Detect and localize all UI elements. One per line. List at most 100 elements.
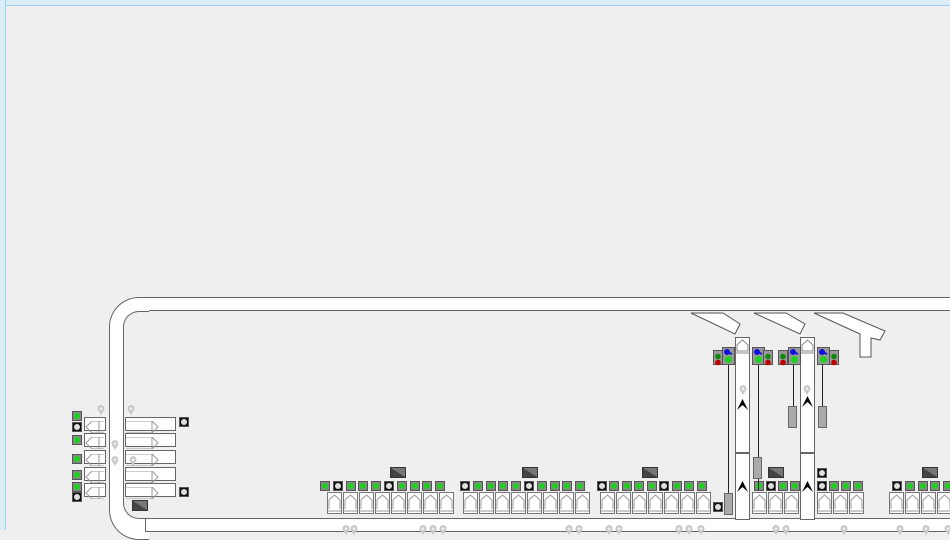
signal-lamp-icon[interactable] [473, 481, 483, 491]
track-section-tile[interactable] [752, 492, 767, 514]
left-arrow-box[interactable] [84, 417, 106, 434]
signal-head[interactable] [788, 347, 801, 365]
signal-lamp-icon[interactable] [853, 481, 863, 491]
vertical-track-1[interactable] [735, 337, 750, 520]
signal-lamp-icon[interactable] [320, 481, 330, 491]
vertical-track-2[interactable] [800, 337, 815, 520]
signal-lamp-icon[interactable] [892, 481, 902, 491]
signal-lamp-icon[interactable] [697, 481, 707, 491]
signal-lamp-icon[interactable] [905, 481, 915, 491]
signal-lamp-icon[interactable] [647, 481, 657, 491]
signal-lamp-icon[interactable] [766, 481, 776, 491]
signal-head[interactable] [829, 350, 839, 366]
track-section-tile[interactable] [559, 492, 574, 514]
track-section-tile[interactable] [889, 492, 904, 514]
track-left[interactable] [109, 330, 124, 510]
signal-lamp-icon[interactable] [609, 481, 619, 491]
signal-lamp-icon[interactable] [333, 481, 343, 491]
track-section-tile[interactable] [327, 492, 342, 514]
track-section-tile[interactable] [423, 492, 438, 514]
track-section-tile[interactable] [463, 492, 478, 514]
track-section-tile[interactable] [849, 492, 864, 514]
signal-lamp-icon[interactable] [179, 487, 189, 497]
signal-lamp-icon[interactable] [524, 481, 534, 491]
signal-lamp-icon[interactable] [422, 481, 432, 491]
left-arrow-box[interactable] [84, 467, 106, 484]
right-arrow-box[interactable] [125, 417, 176, 434]
signal-lamp-icon[interactable] [346, 481, 356, 491]
track-section-tile[interactable] [833, 492, 848, 514]
right-arrow-box[interactable] [125, 483, 176, 500]
signal-lamp-icon[interactable] [817, 481, 827, 491]
signal-lamp-icon[interactable] [72, 422, 82, 432]
signal-lamp-icon[interactable] [778, 481, 788, 491]
track-section-tile[interactable] [616, 492, 631, 514]
track-section-tile[interactable] [543, 492, 558, 514]
track-section-tile[interactable] [937, 492, 950, 514]
track-end-arrow[interactable] [800, 337, 815, 357]
signal-base-bar[interactable] [724, 493, 733, 515]
signal-head[interactable] [722, 347, 735, 365]
signal-lamp-icon[interactable] [410, 481, 420, 491]
signal-lamp-icon[interactable] [672, 481, 682, 491]
track-section-tile[interactable] [511, 492, 526, 514]
track-section-tile[interactable] [527, 492, 542, 514]
track-section-tile[interactable] [407, 492, 422, 514]
signal-lamp-icon[interactable] [384, 481, 394, 491]
right-arrow-box[interactable] [125, 450, 176, 467]
signal-lamp-icon[interactable] [597, 481, 607, 491]
signal-lamp-icon[interactable] [72, 435, 82, 445]
track-section-tile[interactable] [632, 492, 647, 514]
signal-base-bar[interactable] [753, 457, 762, 479]
signal-lamp-icon[interactable] [550, 481, 560, 491]
track-section-tile[interactable] [479, 492, 494, 514]
signal-lamp-icon[interactable] [754, 481, 764, 491]
platform-shapes[interactable] [688, 310, 898, 360]
signal-lamp-icon[interactable] [72, 482, 82, 492]
signal-lamp-icon[interactable] [435, 481, 445, 491]
signal-lamp-icon[interactable] [634, 481, 644, 491]
signal-lamp-icon[interactable] [72, 411, 82, 421]
signal-lamp-icon[interactable] [918, 481, 928, 491]
track-section-tile[interactable] [784, 492, 799, 514]
track-section-tile[interactable] [600, 492, 615, 514]
signal-lamp-icon[interactable] [460, 481, 470, 491]
signal-lamp-icon[interactable] [537, 481, 547, 491]
signal-lamp-icon[interactable] [397, 481, 407, 491]
signal-lamp-icon[interactable] [72, 492, 82, 502]
signal-lamp-icon[interactable] [713, 502, 723, 512]
right-arrow-box[interactable] [125, 433, 176, 450]
track-section-tile[interactable] [680, 492, 695, 514]
left-arrow-box[interactable] [84, 450, 106, 467]
track-top[interactable] [140, 297, 950, 311]
track-section-tile[interactable] [648, 492, 663, 514]
signal-base-bar[interactable] [818, 406, 827, 428]
signal-head[interactable] [817, 347, 830, 365]
track-section-tile[interactable] [921, 492, 936, 514]
signal-lamp-icon[interactable] [684, 481, 694, 491]
signal-lamp-icon[interactable] [622, 481, 632, 491]
signal-lamp-icon[interactable] [358, 481, 368, 491]
signal-lamp-icon[interactable] [829, 481, 839, 491]
left-arrow-box[interactable] [84, 483, 106, 500]
track-section-tile[interactable] [817, 492, 832, 514]
signal-lamp-icon[interactable] [371, 481, 381, 491]
track-section-tile[interactable] [439, 492, 454, 514]
signal-lamp-icon[interactable] [179, 417, 189, 427]
signal-lamp-icon[interactable] [575, 481, 585, 491]
track-section-tile[interactable] [495, 492, 510, 514]
track-section-tile[interactable] [696, 492, 711, 514]
track-section-tile[interactable] [664, 492, 679, 514]
signal-lamp-icon[interactable] [72, 454, 82, 464]
signal-base-bar[interactable] [788, 406, 797, 428]
signal-lamp-icon[interactable] [562, 481, 572, 491]
signal-lamp-icon[interactable] [511, 481, 521, 491]
track-section-tile[interactable] [391, 492, 406, 514]
track-end-arrow[interactable] [735, 337, 750, 357]
signal-lamp-icon[interactable] [790, 481, 800, 491]
signal-lamp-icon[interactable] [72, 470, 82, 480]
left-arrow-box[interactable] [84, 433, 106, 450]
signal-lamp-icon[interactable] [930, 481, 940, 491]
track-section-tile[interactable] [575, 492, 590, 514]
track-section-tile[interactable] [768, 492, 783, 514]
